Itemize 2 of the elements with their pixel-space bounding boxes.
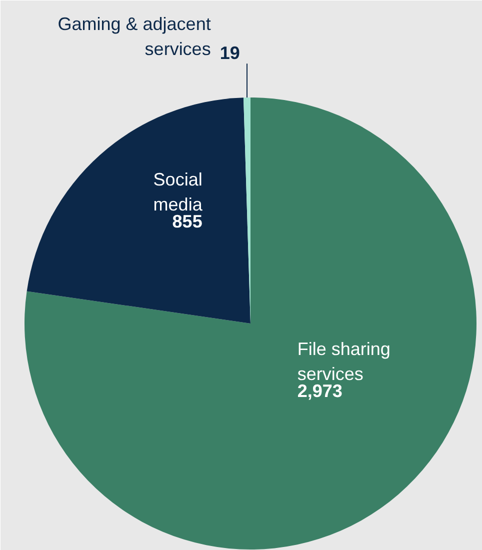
slice-label: Gaming & adjacent services — [58, 14, 211, 60]
data-label: 19 — [220, 43, 240, 64]
